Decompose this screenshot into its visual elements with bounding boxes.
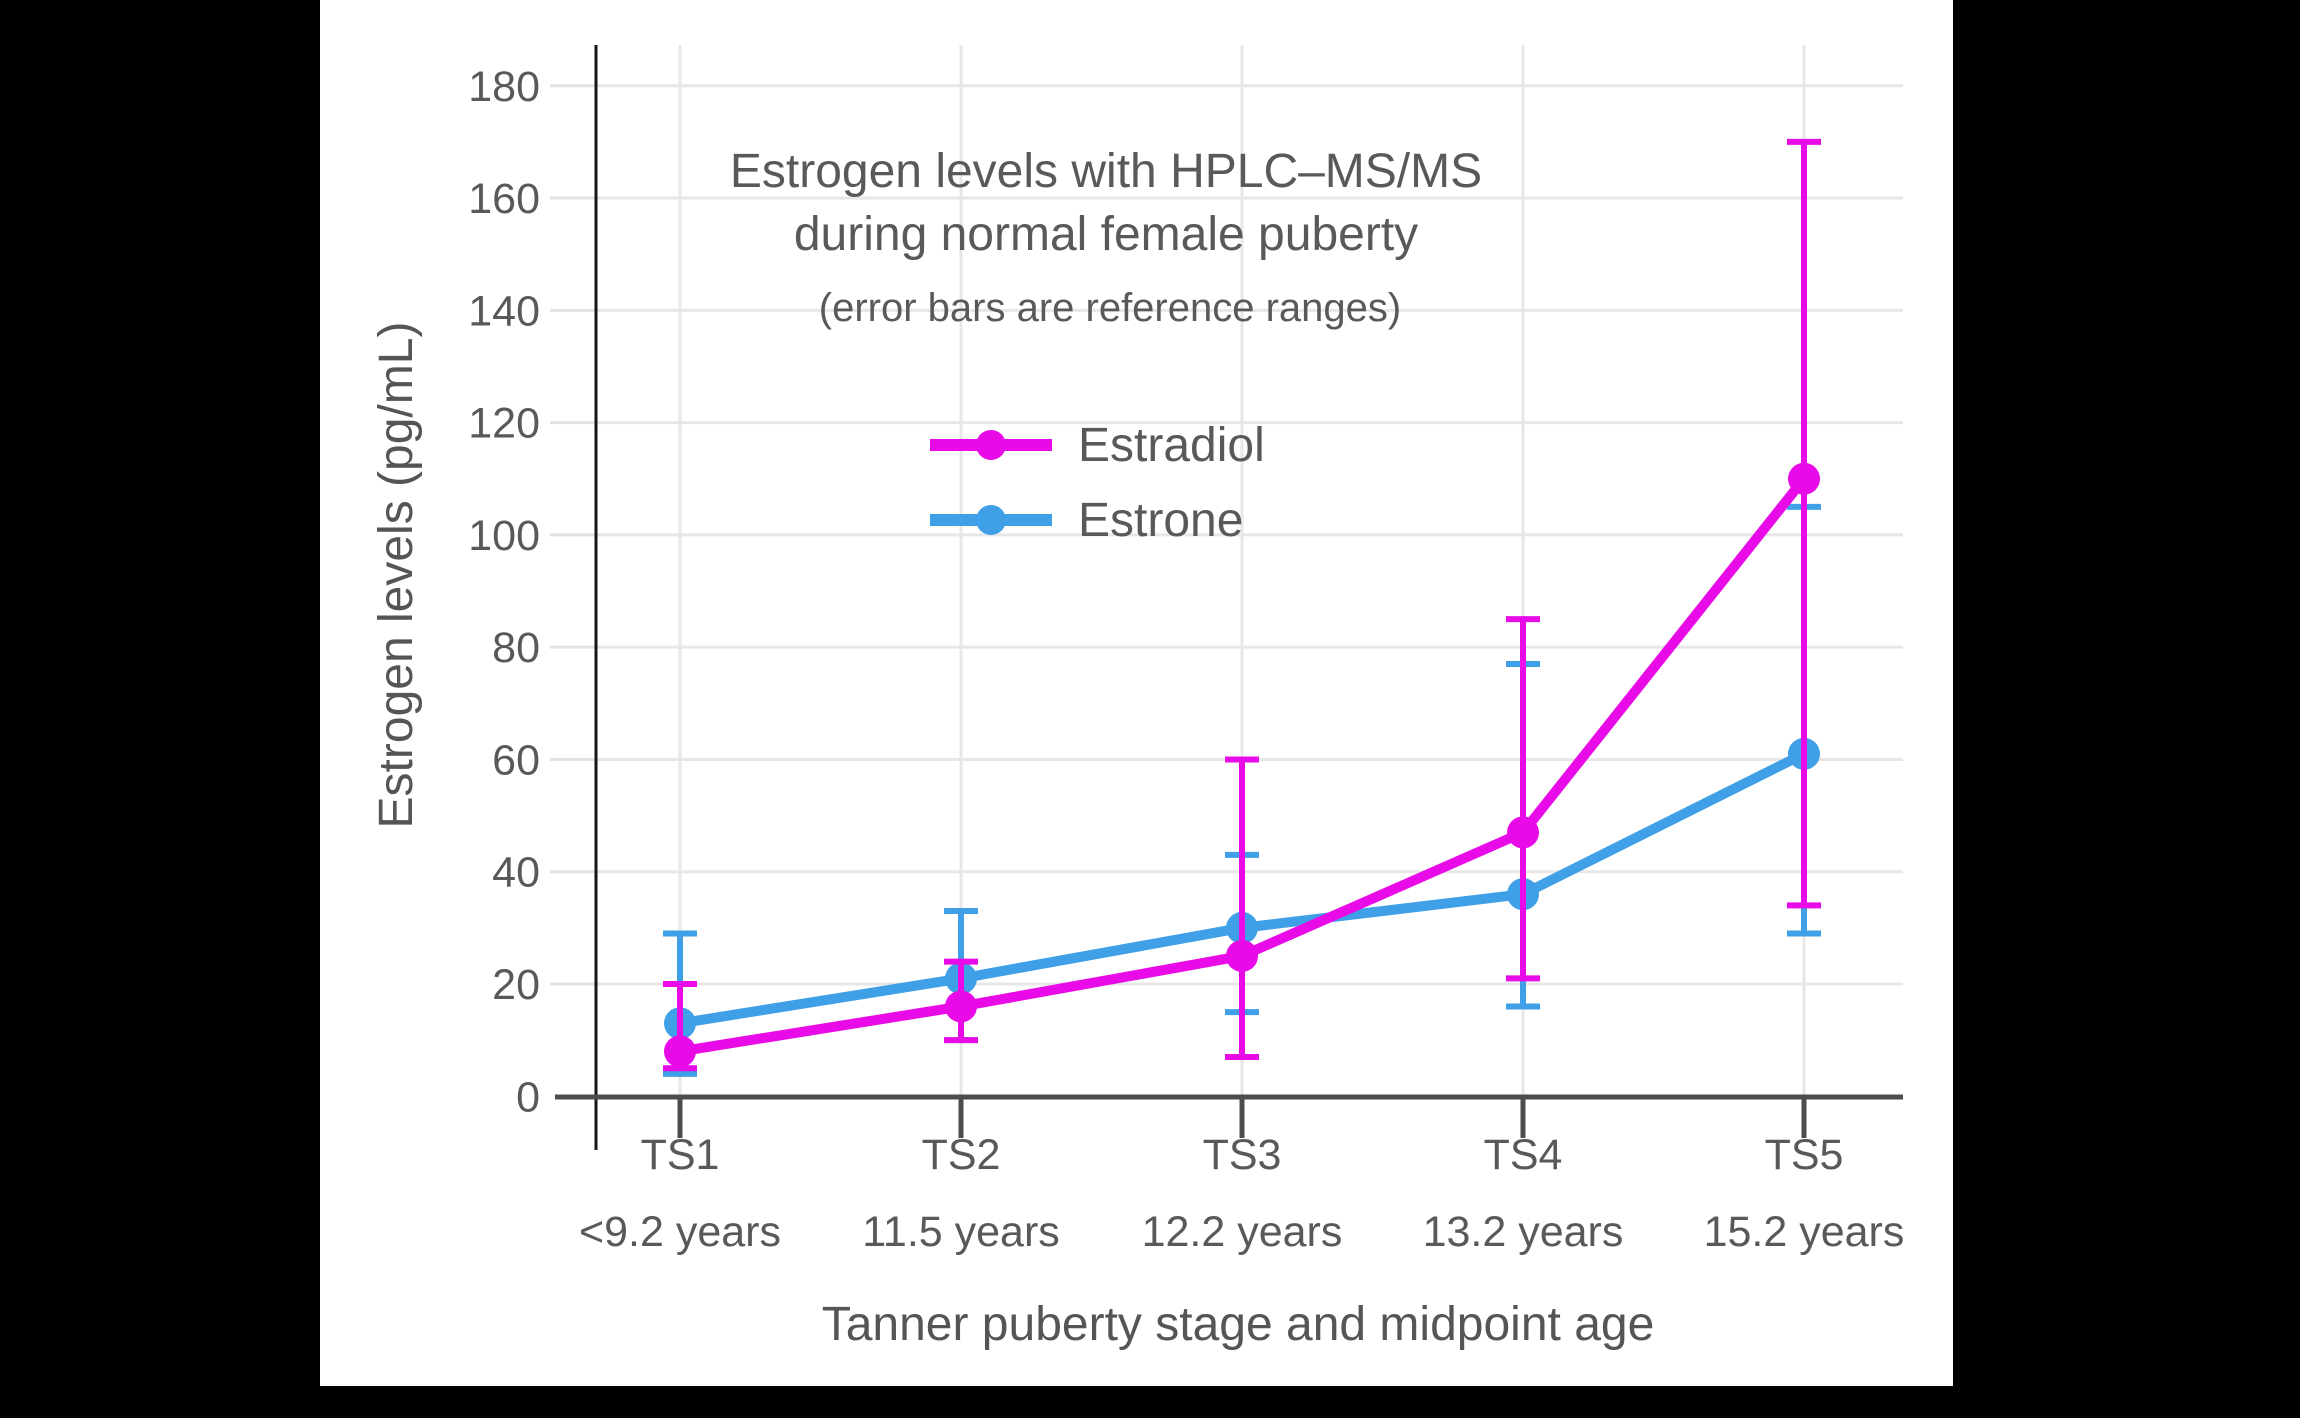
x-tick-label-TS2: TS2 (922, 1131, 1001, 1179)
x-age-label-TS3: 12.2 years (1142, 1208, 1343, 1256)
y-tick-label-80: 80 (492, 624, 540, 672)
x-age-label-TS5: 15.2 years (1704, 1208, 1905, 1256)
estradiol-legend-label: Estradiol (1078, 419, 1265, 472)
estradiol-marker-TS1 (664, 1035, 696, 1068)
y-tick-label-0: 0 (516, 1073, 540, 1121)
x-age-label-TS4: 13.2 years (1423, 1208, 1624, 1256)
estrone-legend-label: Estrone (1078, 494, 1243, 547)
x-tick-label-TS4: TS4 (1484, 1131, 1563, 1179)
y-tick-label-160: 160 (468, 175, 540, 223)
estradiol-marker-TS4 (1507, 816, 1539, 849)
estradiol-marker-TS5 (1788, 462, 1820, 495)
chart-title-line2: during normal female puberty (794, 208, 1418, 261)
estradiol-marker-TS2 (945, 990, 977, 1023)
y-tick-label-120: 120 (468, 400, 540, 448)
estradiol-marker-TS3 (1226, 939, 1258, 972)
y-axis-title: Estrogen levels (pg/mL) (370, 322, 423, 829)
legend-item-estrone[interactable]: Estrone (930, 494, 1243, 547)
axes (555, 45, 1903, 1150)
y-tick-labels: 0 20 40 60 80 100 120 140 160 180 (468, 63, 540, 1122)
chart-subtitle: (error bars are reference ranges) (819, 286, 1401, 330)
chart-title-line1: Estrogen levels with HPLC–MS/MS (730, 145, 1482, 198)
x-axis-title: Tanner puberty stage and midpoint age (822, 1298, 1655, 1351)
legend-item-estradiol[interactable]: Estradiol (930, 419, 1265, 472)
x-tick-labels: TS1 <9.2 years TS2 11.5 years TS3 12.2 years T… (579, 1131, 1904, 1256)
y-tick-label-60: 60 (492, 736, 540, 784)
y-tick-label-100: 100 (468, 512, 540, 560)
y-tick-label-20: 20 (492, 961, 540, 1009)
chart-titles: Estrogen levels with HPLC–MS/MS during n… (370, 145, 1654, 1351)
x-age-label-TS1: <9.2 years (579, 1208, 781, 1256)
chart-card (320, 0, 1953, 1386)
estradiol-legend-marker-icon (976, 430, 1006, 460)
x-tick-label-TS5: TS5 (1765, 1131, 1844, 1179)
y-tick-label-40: 40 (492, 849, 540, 897)
y-tick-label-180: 180 (468, 63, 540, 111)
estrone-legend-marker-icon (976, 505, 1006, 535)
y-tick-label-140: 140 (468, 287, 540, 335)
x-tick-label-TS1: TS1 (641, 1131, 720, 1179)
legend: Estradiol Estrone (930, 419, 1265, 547)
x-tick-label-TS3: TS3 (1203, 1131, 1282, 1179)
tick-marks (550, 84, 1807, 1138)
x-age-label-TS2: 11.5 years (862, 1208, 1060, 1256)
data-series (663, 138, 1821, 1077)
estradiol-series (663, 138, 1821, 1072)
